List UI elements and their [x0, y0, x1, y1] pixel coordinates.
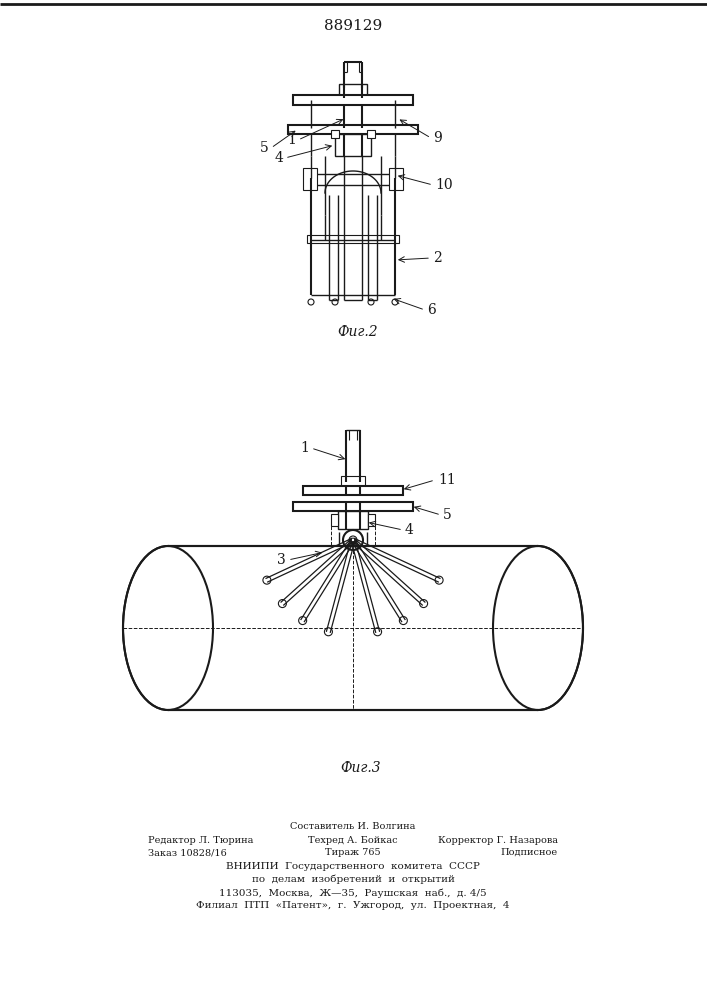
Bar — [293, 95, 413, 105]
Bar — [339, 84, 367, 98]
Circle shape — [298, 617, 307, 625]
Text: 10: 10 — [435, 178, 452, 192]
Bar — [307, 235, 399, 243]
Text: Корректор Г. Назарова: Корректор Г. Назарова — [438, 836, 558, 845]
Text: 11: 11 — [438, 473, 456, 487]
Bar — [341, 476, 365, 490]
Text: 1: 1 — [287, 133, 296, 147]
Bar — [368, 514, 375, 526]
Text: по  делам  изобретений  и  открытий: по делам изобретений и открытий — [252, 875, 455, 884]
Bar — [338, 511, 368, 529]
Text: Редактор Л. Тюрина: Редактор Л. Тюрина — [148, 836, 253, 845]
Circle shape — [368, 299, 374, 305]
Text: 4: 4 — [405, 523, 414, 537]
Bar — [367, 130, 375, 138]
Text: Подписное: Подписное — [501, 848, 558, 857]
Circle shape — [392, 299, 398, 305]
Text: Заказ 10828/16: Заказ 10828/16 — [148, 848, 227, 857]
Bar — [303, 486, 403, 495]
Bar — [293, 502, 413, 511]
Text: 2: 2 — [433, 251, 442, 265]
Text: 1: 1 — [300, 441, 309, 455]
Text: 6: 6 — [427, 303, 436, 317]
Bar — [331, 514, 338, 526]
Text: 3: 3 — [277, 553, 286, 567]
Circle shape — [349, 536, 357, 544]
Circle shape — [343, 530, 363, 550]
Text: Тираж 765: Тираж 765 — [325, 848, 381, 857]
Bar — [331, 130, 339, 138]
Text: Филиал  ПТП  «Патент»,  г.  Ужгород,  ул.  Проектная,  4: Филиал ПТП «Патент», г. Ужгород, ул. Про… — [197, 901, 510, 910]
Bar — [389, 168, 403, 190]
Circle shape — [332, 299, 338, 305]
Text: 9: 9 — [433, 131, 442, 145]
Circle shape — [279, 600, 286, 608]
Text: 889129: 889129 — [324, 19, 382, 33]
Bar — [288, 125, 418, 134]
Text: Фиг.2: Фиг.2 — [338, 325, 378, 339]
Text: Фиг.3: Фиг.3 — [341, 761, 381, 775]
Bar — [303, 168, 317, 190]
Bar — [335, 134, 371, 156]
Bar — [168, 546, 538, 710]
Circle shape — [435, 576, 443, 584]
Text: Техред А. Бойкас: Техред А. Бойкас — [308, 836, 398, 845]
Circle shape — [399, 617, 407, 625]
Text: 5: 5 — [443, 508, 452, 522]
Circle shape — [308, 299, 314, 305]
Text: 4: 4 — [274, 151, 283, 165]
Circle shape — [419, 600, 428, 608]
Text: 5: 5 — [260, 141, 269, 155]
Circle shape — [263, 576, 271, 584]
Text: Составитель И. Волгина: Составитель И. Волгина — [291, 822, 416, 831]
Circle shape — [325, 628, 332, 636]
Text: 113035,  Москва,  Ж—35,  Раушская  наб.,  д. 4/5: 113035, Москва, Ж—35, Раушская наб., д. … — [219, 888, 487, 898]
Text: ВНИИПИ  Государственного  комитета  СССР: ВНИИПИ Государственного комитета СССР — [226, 862, 480, 871]
Circle shape — [373, 628, 382, 636]
